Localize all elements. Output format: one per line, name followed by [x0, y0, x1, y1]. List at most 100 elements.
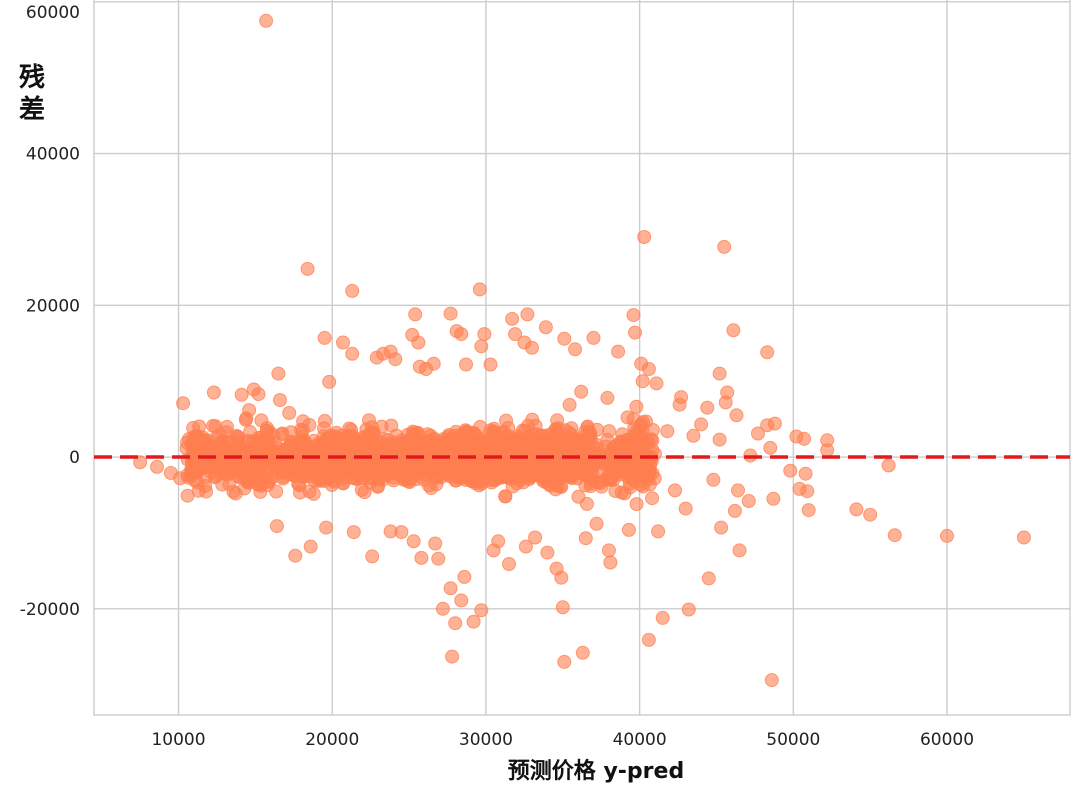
scatter-point: [540, 545, 555, 560]
scatter-point: [574, 463, 589, 478]
scatter-point: [483, 357, 498, 372]
scatter-point: [476, 435, 491, 450]
scatter-point: [578, 531, 593, 546]
scatter-point: [429, 477, 444, 492]
scatter-point: [448, 616, 463, 631]
scatter-point: [940, 528, 954, 543]
x-tick-label: 20000: [305, 730, 359, 750]
scatter-point: [655, 610, 670, 625]
y-tick-label: 0: [69, 448, 80, 468]
scatter-point: [282, 406, 297, 420]
scatter-point: [407, 466, 422, 481]
scatter-point: [348, 442, 363, 457]
scatter-point: [766, 491, 781, 506]
scatter-point: [700, 400, 715, 415]
scatter-point: [760, 345, 775, 360]
scatter-point: [187, 454, 202, 468]
scatter-point: [477, 327, 492, 342]
scatter-point: [1016, 530, 1031, 545]
scatter-point: [580, 419, 595, 434]
scatter-point: [382, 459, 397, 474]
scatter-point: [300, 461, 315, 476]
scatter-point: [345, 283, 360, 298]
scatter-point: [727, 503, 742, 518]
scatter-point: [568, 342, 583, 357]
scatter-point: [620, 410, 635, 425]
scatter-point: [238, 412, 253, 427]
scatter-point: [448, 473, 463, 488]
scatter-point: [346, 525, 361, 540]
scatter-point: [660, 424, 675, 439]
x-tick-label: 50000: [766, 730, 820, 750]
scatter-point: [579, 496, 594, 511]
scatter-point: [701, 571, 716, 586]
scatter-point: [726, 323, 741, 338]
scatter-point: [575, 645, 590, 660]
scatter-point: [763, 440, 778, 455]
scatter-point: [608, 484, 623, 498]
scatter-point: [336, 452, 350, 467]
scatter-point: [408, 307, 423, 322]
scatter-point: [668, 483, 682, 498]
scatter-point: [237, 441, 252, 456]
points-layer: [133, 13, 1031, 688]
scatter-point: [371, 479, 385, 494]
scatter-point: [271, 458, 286, 473]
scatter-point: [474, 603, 489, 618]
scatter-point: [881, 458, 896, 473]
scatter-point: [523, 459, 538, 474]
scatter-point: [525, 340, 539, 355]
scatter-point: [288, 548, 303, 563]
scatter-point: [751, 426, 765, 441]
y-tick-label: -20000: [20, 600, 80, 620]
scatter-point: [629, 497, 644, 512]
scatter-point: [729, 408, 744, 423]
scatter-point: [642, 464, 657, 479]
scatter-point: [499, 413, 514, 428]
scatter-point: [314, 440, 329, 454]
scatter-point: [251, 387, 266, 402]
scatter-point: [271, 366, 286, 381]
scatter-point: [681, 602, 696, 617]
scatter-point: [672, 397, 687, 412]
scatter-point: [625, 430, 640, 445]
scatter-point: [273, 393, 287, 408]
scatter-point: [302, 418, 317, 432]
scatter-point: [388, 352, 403, 367]
scatter-point: [578, 478, 593, 493]
scatter-point: [732, 543, 747, 558]
scatter-point: [494, 439, 509, 454]
scatter-point: [783, 463, 798, 478]
scatter-point: [863, 507, 878, 522]
y-axis-label-char-2: 差: [19, 94, 45, 125]
scatter-point: [528, 418, 543, 433]
scatter-point: [520, 307, 535, 322]
scatter-point: [629, 399, 644, 414]
scatter-point: [365, 549, 380, 564]
scatter-point: [649, 376, 664, 391]
scatter-point: [555, 465, 570, 480]
scatter-point: [426, 356, 441, 371]
scatter-point: [320, 452, 335, 467]
scatter-point: [464, 474, 479, 488]
scatter-point: [536, 457, 551, 472]
scatter-point: [741, 494, 756, 508]
scatter-point: [498, 469, 513, 484]
scatter-point: [234, 387, 249, 402]
scatter-point: [720, 385, 735, 400]
scatter-point: [383, 524, 398, 539]
scatter-point: [403, 435, 418, 450]
scatter-point: [574, 384, 589, 399]
scatter-point: [548, 440, 562, 455]
scatter-point: [195, 430, 210, 445]
scatter-point: [336, 476, 351, 491]
scatter-point: [472, 282, 487, 297]
scatter-point: [792, 481, 807, 496]
scatter-point: [526, 440, 541, 455]
scatter-point: [764, 673, 779, 688]
scatter-point: [586, 330, 601, 345]
scatter-point: [150, 459, 164, 474]
scatter-point: [798, 466, 813, 481]
scatter-point: [319, 520, 334, 535]
